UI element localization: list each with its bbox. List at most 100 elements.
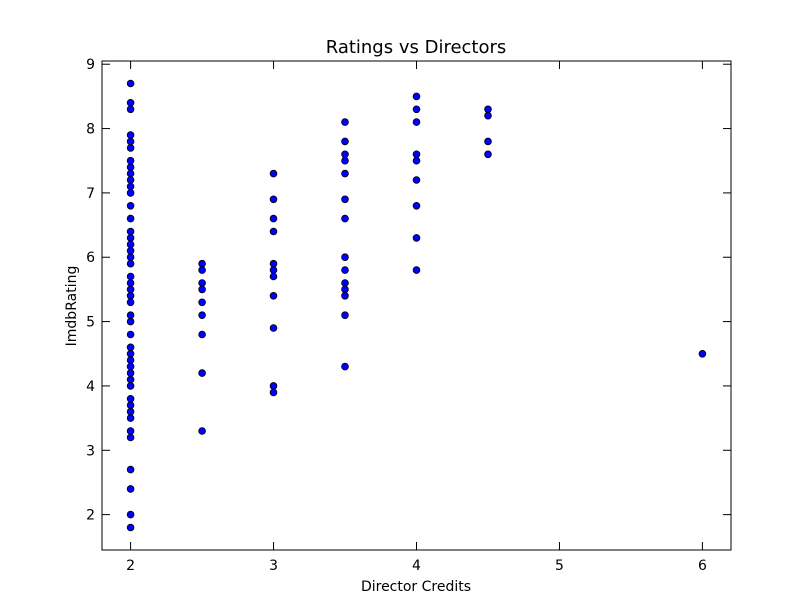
data-point (126, 311, 135, 320)
data-point (341, 156, 349, 165)
data-point (126, 510, 135, 519)
data-point (341, 137, 349, 146)
data-point (269, 227, 278, 236)
data-point (126, 291, 135, 300)
data-point (412, 202, 421, 210)
data-point (412, 176, 421, 184)
data-point (126, 465, 135, 474)
x-tick-label: 3 (269, 558, 278, 574)
axis-ticks: 2 3 4 5 6 2 3 4 5 6 7 8 9 (86, 57, 731, 574)
data-point (126, 433, 135, 442)
data-point (412, 105, 421, 114)
data-point (126, 401, 135, 410)
data-point (126, 214, 135, 223)
data-point (269, 382, 278, 390)
data-point (412, 150, 421, 159)
data-point (269, 259, 278, 268)
plot-area (101, 60, 732, 551)
data-point (341, 253, 349, 262)
y-axis-title: ImdbRating (64, 266, 80, 347)
data-point (269, 169, 278, 178)
data-point (126, 156, 135, 165)
data-point (126, 330, 135, 339)
data-point (126, 227, 135, 236)
data-point (484, 150, 492, 159)
data-point (269, 214, 278, 223)
data-point (198, 259, 206, 268)
data-point (126, 247, 135, 255)
data-point (126, 189, 135, 197)
data-point (412, 156, 421, 165)
data-point (126, 414, 135, 422)
data-point (126, 349, 135, 358)
data-point (198, 285, 206, 294)
data-point (341, 285, 349, 294)
data-point (198, 330, 206, 339)
data-point (126, 182, 135, 191)
data-point (126, 240, 135, 249)
data-point (484, 137, 492, 146)
data-point (269, 195, 278, 204)
data-point (126, 163, 135, 172)
data-point (126, 285, 135, 294)
data-point (126, 394, 135, 403)
data-point (126, 99, 135, 107)
data-point (269, 291, 278, 300)
data-points (126, 79, 707, 532)
data-point (126, 176, 135, 184)
data-point (341, 195, 349, 204)
data-point (412, 234, 421, 242)
data-point (198, 298, 206, 307)
data-point (126, 375, 135, 384)
data-point (412, 266, 421, 274)
data-point (198, 369, 206, 377)
data-point (198, 266, 206, 274)
data-point (126, 137, 135, 146)
data-point (341, 214, 349, 223)
data-point (698, 349, 707, 358)
data-point (126, 343, 135, 352)
x-axis-title: Director Credits (361, 579, 471, 595)
data-point (198, 279, 206, 287)
data-point (126, 169, 135, 178)
data-point (126, 144, 135, 152)
data-point (198, 311, 206, 320)
data-point (126, 523, 135, 532)
data-point (198, 427, 206, 435)
data-point (126, 362, 135, 371)
data-point (126, 253, 135, 262)
data-point (341, 150, 349, 159)
data-point (126, 298, 135, 307)
data-point (126, 79, 135, 88)
data-point (341, 169, 349, 178)
data-point (126, 382, 135, 390)
y-tick-label: 3 (86, 443, 95, 459)
data-point (412, 92, 421, 101)
data-point (126, 427, 135, 435)
data-point (126, 369, 135, 377)
data-point (126, 202, 135, 210)
y-tick-label: 6 (86, 250, 95, 266)
data-point (126, 105, 135, 114)
data-point (126, 259, 135, 268)
data-point (341, 291, 349, 300)
data-point (126, 131, 135, 139)
y-tick-label: 9 (86, 57, 95, 73)
data-point (269, 266, 278, 274)
y-tick-label: 4 (86, 379, 95, 395)
data-point (412, 118, 421, 126)
data-point (126, 272, 135, 281)
y-tick-label: 2 (86, 508, 95, 524)
x-tick-label: 2 (126, 558, 135, 574)
data-point (126, 407, 135, 416)
data-point (126, 317, 135, 326)
data-point (341, 279, 349, 287)
data-point (341, 362, 349, 371)
data-point (269, 324, 278, 332)
y-tick-label: 8 (86, 122, 95, 138)
x-tick-label: 4 (412, 558, 421, 574)
x-tick-label: 5 (555, 558, 564, 574)
data-point (126, 485, 135, 493)
